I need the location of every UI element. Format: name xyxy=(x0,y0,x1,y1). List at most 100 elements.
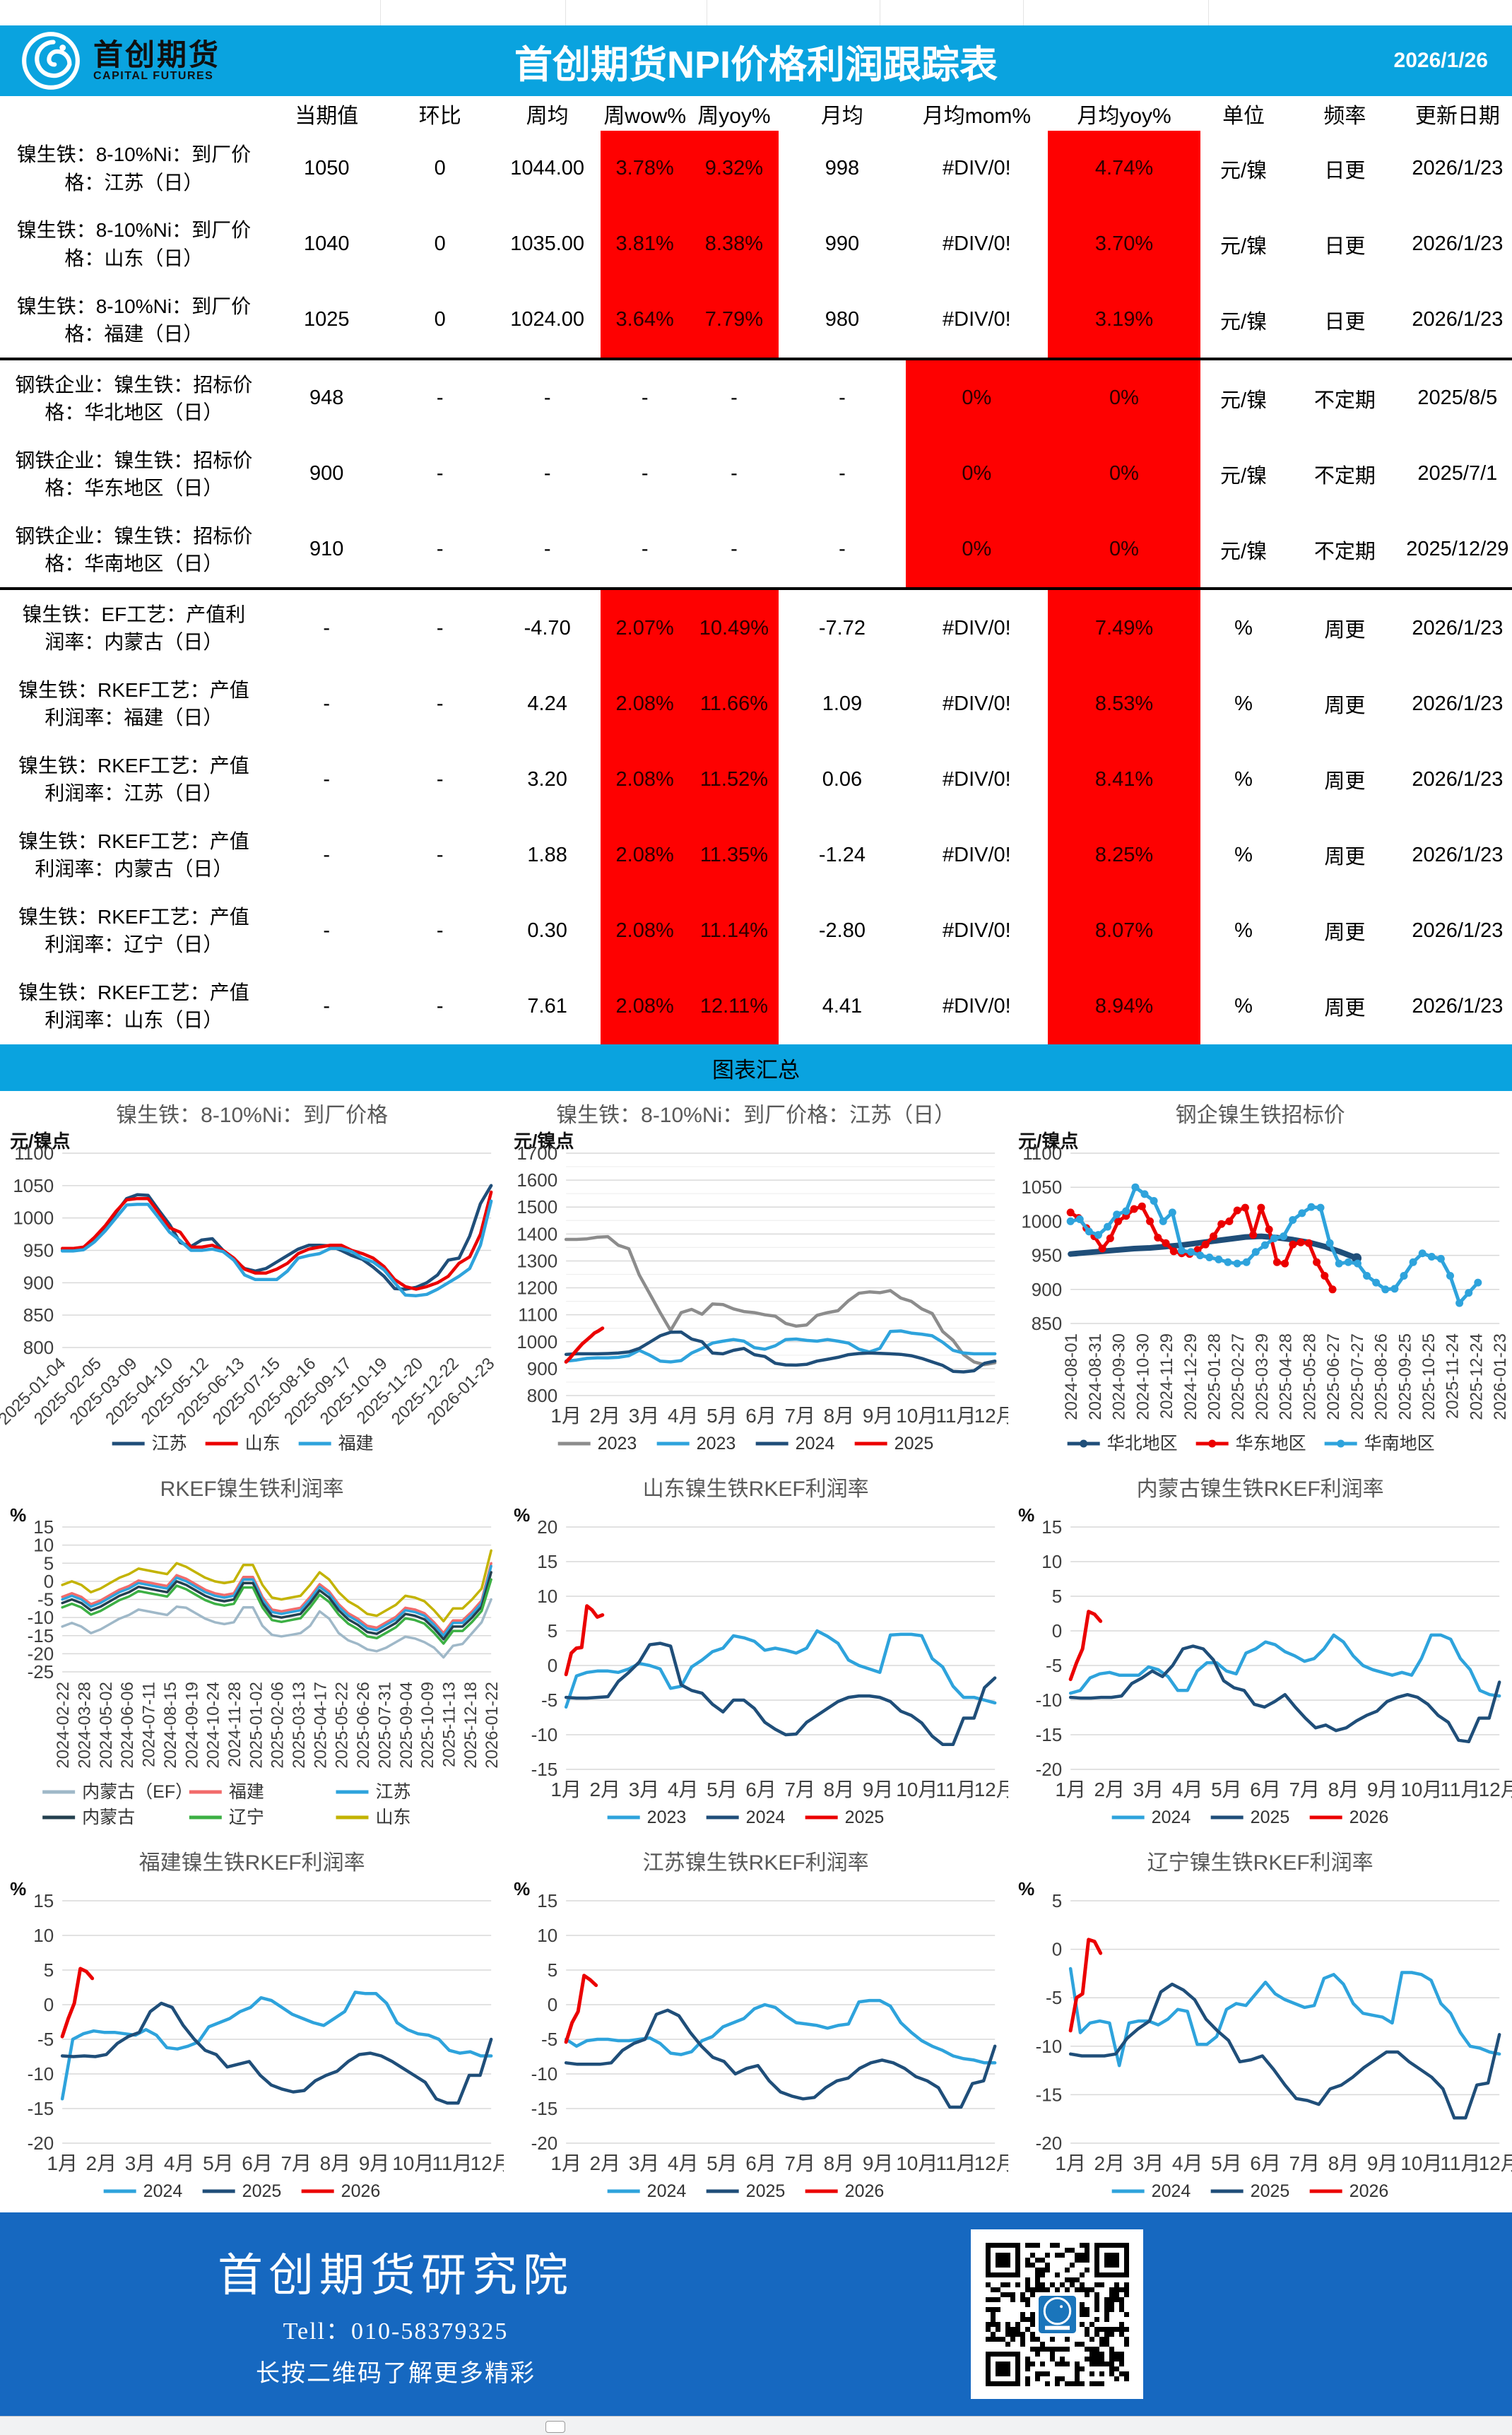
table-cell: 元/镍 xyxy=(1220,464,1268,488)
table-cell: 4.74% xyxy=(1047,131,1201,207)
svg-text:900: 900 xyxy=(527,1358,557,1379)
chart-shandong-rkef-profit: 山东镍生铁RKEF利润率% -15 -10 -5 0 5 10 15 20 1月 2月 3月 4月 5月 6… xyxy=(504,1465,1008,1839)
svg-text:-20: -20 xyxy=(28,2133,54,2154)
chart-svg: 江苏镍生铁RKEF利润率% -20 -15 -10 -5 0 5 10 15 1月 2月 3月 4月 5月… xyxy=(514,1851,1008,2201)
svg-text:2025: 2025 xyxy=(845,1808,885,1827)
svg-text:7月: 7月 xyxy=(1289,2152,1320,2174)
table-row: 镍生铁：8-10%Ni：到厂价格：福建（日） 1025 0 1024.00 3.64% 7… xyxy=(0,282,1512,361)
page-title: 首创期货NPI价格利润跟踪表 xyxy=(514,43,998,86)
svg-text:10月: 10月 xyxy=(897,2152,938,2174)
svg-text:1月: 1月 xyxy=(47,2152,78,2174)
row-label: 钢铁企业：镍生铁：招标价格：华东地区（日） xyxy=(15,449,253,499)
table-cell: 10.49% xyxy=(689,590,779,666)
svg-text:0: 0 xyxy=(1051,1939,1061,1960)
svg-text:-15: -15 xyxy=(531,1759,558,1780)
table-cell: 2026/1/23 xyxy=(1412,616,1504,639)
svg-text:1700: 1700 xyxy=(517,1143,558,1164)
table-cell: 1044.00 xyxy=(510,157,585,180)
table-cell: 0% xyxy=(1047,360,1201,437)
svg-text:2025: 2025 xyxy=(1250,1808,1289,1827)
table-cell: 1.88 xyxy=(527,843,567,866)
svg-text:20: 20 xyxy=(538,1516,558,1538)
table-cell: 9.32% xyxy=(689,131,779,207)
svg-text:800: 800 xyxy=(527,1385,557,1406)
svg-text:6月: 6月 xyxy=(746,1405,777,1427)
svg-text:3月: 3月 xyxy=(629,2152,660,2174)
svg-text:镍生铁：8-10%Ni：到厂价格：江苏（日）: 镍生铁：8-10%Ni：到厂价格：江苏（日） xyxy=(556,1104,955,1127)
table-cell: 2.08% xyxy=(600,968,690,1044)
column-divider xyxy=(565,0,566,25)
svg-text:5: 5 xyxy=(548,1620,557,1641)
table-row: 镍生铁：8-10%Ni：到厂价格：山东（日） 1040 0 1035.00 3.81% 8… xyxy=(0,206,1512,283)
horizontal-scrollbar-handle[interactable] xyxy=(545,2421,565,2433)
brand-text: 首创期货 CAPITAL FUTURES xyxy=(93,39,220,83)
table-cell: 0% xyxy=(1047,436,1201,512)
svg-text:3月: 3月 xyxy=(1133,1779,1164,1800)
svg-text:2024-08-01: 2024-08-01 xyxy=(1062,1333,1081,1420)
row-label: 钢铁企业：镍生铁：招标价格：华北地区（日） xyxy=(15,373,253,423)
svg-text:2024-02-22: 2024-02-22 xyxy=(54,1682,73,1769)
svg-text:2023: 2023 xyxy=(598,1434,637,1454)
chart-fujian-rkef-profit: 福建镍生铁RKEF利润率% -20 -15 -10 -5 0 5 10 15 1月 2月 3月 4月 5月… xyxy=(0,1839,504,2212)
svg-text:-15: -15 xyxy=(1035,1724,1062,1745)
table-cell: - xyxy=(323,692,331,715)
table-cell: - xyxy=(436,919,444,942)
chart-svg: 辽宁镍生铁RKEF利润率% -20 -15 -10 -5 0 5 1月 2月 3月 4月 5月 6月 7月… xyxy=(1018,1851,1512,2201)
table-cell: 1.09 xyxy=(822,692,863,715)
table-cell: 948 xyxy=(309,387,344,410)
svg-text:5月: 5月 xyxy=(707,1779,738,1800)
svg-text:2024-06-06: 2024-06-06 xyxy=(118,1682,137,1769)
svg-text:0: 0 xyxy=(548,1994,557,2015)
svg-text:2024-11-29: 2024-11-29 xyxy=(1157,1333,1176,1419)
svg-text:900: 900 xyxy=(23,1272,54,1293)
table-cell: 1025 xyxy=(303,308,350,331)
svg-text:3月: 3月 xyxy=(125,2152,156,2174)
table-cell: 3.20 xyxy=(527,767,567,791)
svg-text:2024-11-28: 2024-11-28 xyxy=(225,1682,244,1767)
svg-text:内蒙古镍生铁RKEF利润率: 内蒙古镍生铁RKEF利润率 xyxy=(1136,1478,1383,1501)
table-cell: 元/镍 xyxy=(1220,540,1268,563)
table-cell: 2026/1/23 xyxy=(1412,767,1504,791)
svg-text:2025-12-24: 2025-12-24 xyxy=(1467,1333,1486,1420)
svg-text:2025-03-13: 2025-03-13 xyxy=(290,1682,309,1769)
svg-text:2024-09-19: 2024-09-19 xyxy=(182,1682,201,1769)
section-bar: 图表汇总 xyxy=(0,1044,1512,1091)
chart-rkef-profit-all: RKEF镍生铁利润率% -25 -20 -15 -10 -5 0 5 10 15 2024-02-2… xyxy=(0,1465,504,1839)
svg-text:-20: -20 xyxy=(1035,2133,1062,2154)
svg-text:2024-08-31: 2024-08-31 xyxy=(1086,1333,1105,1420)
table-header: 更新日期 xyxy=(1414,104,1500,128)
table-cell: - xyxy=(731,462,738,485)
svg-text:8月: 8月 xyxy=(320,2152,351,2174)
svg-text:-20: -20 xyxy=(531,2133,558,2154)
chart-svg: 镍生铁：8-10%Ni：到厂价格：江苏（日） 元/镍点 800 900 1000 1100… xyxy=(514,1104,1008,1454)
table-cell: 日更 xyxy=(1324,235,1366,258)
svg-text:2024-10-24: 2024-10-24 xyxy=(204,1682,223,1769)
svg-text:2025: 2025 xyxy=(242,2181,282,2201)
table-cell: 8.94% xyxy=(1047,968,1201,1044)
table-cell: 8.38% xyxy=(689,206,779,283)
svg-text:1月: 1月 xyxy=(551,1405,582,1427)
table-cell: 1040 xyxy=(303,232,350,256)
chart-neimenggu-rkef-profit: 内蒙古镍生铁RKEF利润率% -20 -15 -10 -5 0 5 10 15 1月 2月 3月 4月 5… xyxy=(1008,1465,1512,1839)
svg-text:2月: 2月 xyxy=(590,1405,621,1427)
svg-text:8月: 8月 xyxy=(1328,2152,1359,2174)
svg-text:1050: 1050 xyxy=(1021,1177,1062,1198)
svg-text:内蒙古: 内蒙古 xyxy=(82,1808,135,1827)
svg-text:-15: -15 xyxy=(28,1625,54,1646)
svg-text:11月: 11月 xyxy=(1440,2152,1480,2174)
table-cell: - xyxy=(323,616,331,639)
svg-text:-10: -10 xyxy=(28,2063,54,2085)
table-cell: 3.19% xyxy=(1047,282,1201,358)
svg-text:11月: 11月 xyxy=(1440,1779,1480,1800)
svg-text:900: 900 xyxy=(1031,1279,1061,1300)
svg-text:辽宁镍生铁RKEF利润率: 辽宁镍生铁RKEF利润率 xyxy=(1147,1851,1373,1875)
chart-steel-mill-tender-price: 钢企镍生铁招标价 元/镍点 850 900 950 1000 1050 1100 2024-08… xyxy=(1008,1091,1512,1465)
table-cell: 2.08% xyxy=(600,666,690,742)
svg-text:1月: 1月 xyxy=(1055,1779,1086,1800)
svg-text:2025-10-09: 2025-10-09 xyxy=(418,1682,437,1769)
svg-text:2024: 2024 xyxy=(796,1434,835,1454)
svg-text:7月: 7月 xyxy=(785,2152,816,2174)
table-cell: #DIV/0! xyxy=(943,157,1011,180)
table-header: 月均 xyxy=(820,104,863,128)
